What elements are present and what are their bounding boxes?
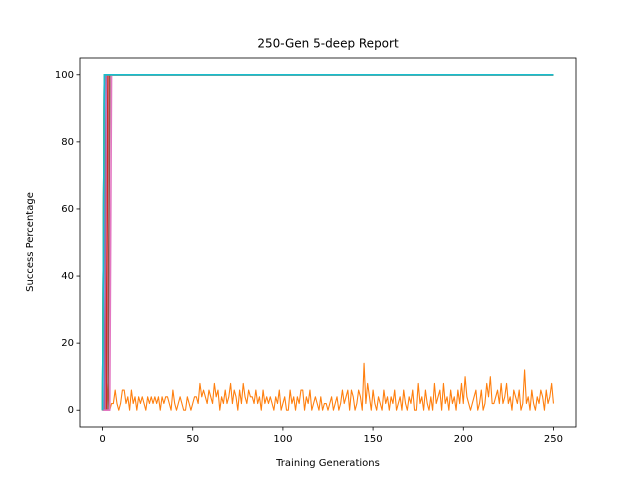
data-line bbox=[101, 73, 554, 411]
y-tick-label: 0 bbox=[68, 405, 74, 416]
x-tick-label: 250 bbox=[544, 434, 563, 445]
y-tick-label: 20 bbox=[61, 338, 74, 349]
x-tick-label: 50 bbox=[186, 434, 199, 445]
data-line bbox=[102, 73, 554, 412]
data-line bbox=[101, 73, 554, 411]
data-line bbox=[102, 73, 554, 412]
x-tick-label: 100 bbox=[273, 434, 292, 445]
data-line bbox=[102, 73, 554, 412]
y-tick-label: 100 bbox=[55, 70, 74, 81]
chart-title: 250-Gen 5-deep Report bbox=[257, 37, 399, 51]
y-tick-label: 80 bbox=[61, 137, 74, 148]
data-line bbox=[101, 73, 554, 411]
data-line bbox=[101, 73, 554, 411]
x-tick-label: 200 bbox=[454, 434, 473, 445]
y-tick-label: 40 bbox=[61, 271, 74, 282]
data-line bbox=[101, 73, 554, 411]
data-line bbox=[102, 74, 554, 411]
plot-frame bbox=[79, 57, 577, 428]
x-tick-label: 150 bbox=[364, 434, 383, 445]
x-tick-label: 0 bbox=[99, 434, 105, 445]
x-axis-label: Training Generations bbox=[275, 458, 380, 469]
data-line bbox=[102, 73, 554, 412]
y-axis-label: Success Percentage bbox=[25, 192, 36, 292]
y-tick-label: 60 bbox=[61, 204, 74, 215]
